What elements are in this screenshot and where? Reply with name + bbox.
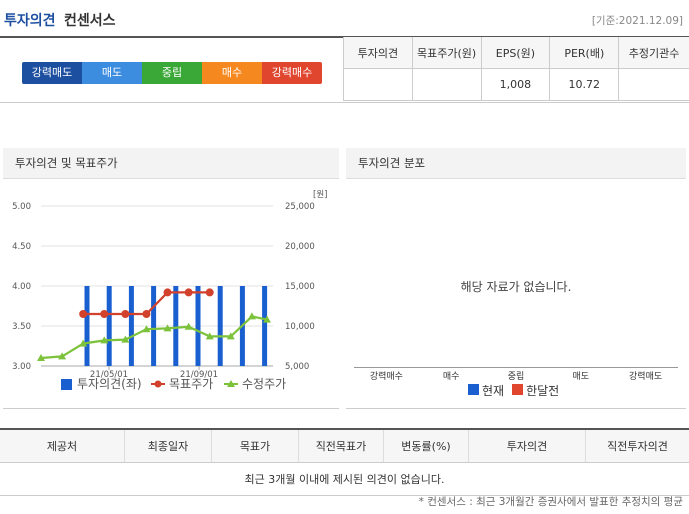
legend-price-marker	[227, 380, 235, 387]
opinion-buy: 매수	[202, 62, 262, 84]
base-date: [기준:2021.12.09]	[591, 15, 683, 27]
chart-panel-title: 투자의견 및 목표주가	[3, 148, 339, 179]
price-point	[226, 332, 235, 340]
opinion-value	[343, 68, 413, 101]
right-axis-unit: [원]	[313, 190, 327, 200]
distribution-panel: 투자의견 분포 해당 자료가 없습니다. 강력매수 매수 중립 매도 강력매도 …	[346, 148, 686, 409]
opinion-bar	[151, 286, 157, 366]
left-tick-label: 4.50	[12, 242, 31, 252]
dist-cat-sell: 매도	[572, 372, 590, 382]
hist-col-change: 변동률(%)	[383, 429, 469, 463]
legend-month-ago: 한달전	[512, 382, 559, 399]
opinion-strong-sell: 강력매도	[22, 62, 82, 84]
dist-cat-neutral: 중립	[507, 372, 525, 382]
col-eps-header: EPS(원)	[480, 37, 550, 69]
left-tick-label: 4.00	[12, 282, 31, 292]
series-line	[40, 315, 268, 360]
opinion-history-table: 제공처 최종일자 목표가 직전목표가 변동률(%) 투자의견 직전투자의견 최근…	[0, 428, 689, 496]
hist-col-opinion: 투자의견	[468, 429, 586, 463]
distribution-panel-title: 투자의견 분포	[346, 148, 686, 179]
price-point	[263, 315, 271, 323]
opinion-bar	[262, 286, 268, 366]
per-value: 10.72	[549, 68, 619, 101]
section-title: 투자의견	[4, 13, 56, 29]
price-point	[163, 324, 172, 332]
price-point	[37, 354, 45, 361]
footnote: * 컨센서스 : 최근 3개월간 증권사에서 발표한 추정치의 평균	[418, 496, 683, 508]
consensus-table: 투자의견 목표주가(원) EPS(원) PER(배) 추정기관수 1,008 1…	[343, 37, 689, 101]
hist-col-date: 최종일자	[124, 429, 212, 463]
legend-target-label: 목표주가	[169, 377, 213, 391]
price-point	[184, 322, 193, 330]
right-tick-label: 5,000	[285, 362, 309, 372]
opinion-scale-bar: 강력매도 매도 중립 매수 강력매수	[22, 62, 322, 84]
target-point	[163, 288, 172, 297]
opinion-bar	[106, 286, 112, 366]
col-opinion-header: 투자의견	[343, 37, 413, 69]
col-target-header: 목표주가(원)	[411, 37, 481, 69]
price-point	[247, 312, 256, 320]
legend-target-marker	[154, 380, 162, 388]
target-point	[205, 288, 214, 297]
target-point	[142, 310, 151, 318]
history-empty-message: 최근 3개월 이내에 제시된 의견이 없습니다.	[0, 462, 689, 496]
opinion-chart: 5.00 4.50 4.00 3.50 3.00 25,000 20,000 15,000 10…	[12, 190, 327, 391]
left-tick-label: 5.00	[12, 202, 31, 212]
target-point	[79, 310, 88, 318]
price-point	[58, 352, 67, 360]
opinion-chart-panel: 투자의견 및 목표주가 5.00 4.50 4.00 3.50 3.00 25,000 20…	[3, 148, 339, 409]
distribution-categories: 강력매수 매수 중립 매도 강력매도	[354, 369, 678, 382]
col-per-header: PER(배)	[549, 37, 619, 69]
legend-bar-label: 투자의견(좌)	[77, 377, 142, 391]
right-tick-label: 20,000	[285, 242, 315, 252]
hist-col-prev-target: 직전목표가	[298, 429, 384, 463]
dist-cat-strong-sell: 강력매도	[629, 372, 663, 382]
hist-col-provider: 제공처	[0, 429, 125, 463]
target-point	[184, 288, 193, 297]
col-count-header: 추정기관수	[618, 37, 689, 69]
x-tick-label: 21/05/01	[90, 370, 128, 380]
consensus-box	[0, 37, 689, 103]
opinion-sell: 매도	[82, 62, 142, 84]
legend-price-label: 수정주가	[242, 377, 286, 391]
opinion-bar	[217, 286, 223, 366]
hist-col-target: 목표가	[211, 429, 299, 463]
no-data-message: 해당 자료가 없습니다.	[460, 280, 572, 294]
legend-current: 현재	[468, 382, 504, 399]
price-point	[100, 336, 109, 344]
hist-col-prev-opinion: 직전투자의견	[585, 429, 689, 463]
opinion-bar	[195, 286, 201, 366]
right-tick-label: 25,000	[285, 202, 315, 212]
price-point	[142, 325, 151, 333]
price-point	[79, 339, 88, 347]
legend-bar-swatch	[61, 379, 72, 390]
target-value	[411, 68, 481, 101]
opinion-neutral: 중립	[142, 62, 202, 84]
dist-cat-strong-buy: 강력매수	[369, 372, 403, 382]
opinion-strong-buy: 강력매수	[262, 62, 322, 84]
target-point	[121, 310, 130, 318]
target-point	[100, 310, 109, 318]
dist-cat-buy: 매수	[442, 372, 460, 382]
distribution-legend: 현재 한달전	[468, 382, 559, 399]
section-subtitle: 컨센서스	[64, 13, 116, 29]
price-point	[205, 332, 214, 340]
opinion-bar	[173, 286, 179, 366]
count-value	[618, 68, 689, 101]
distribution-axis	[354, 367, 678, 368]
eps-value: 1,008	[480, 68, 550, 101]
opinion-bar	[128, 286, 134, 366]
x-tick-label: 21/09/01	[180, 370, 218, 380]
price-point	[121, 335, 130, 343]
opinion-bar	[84, 286, 90, 366]
right-tick-label: 10,000	[285, 322, 315, 332]
left-tick-label: 3.00	[12, 362, 31, 372]
left-tick-label: 3.50	[12, 322, 31, 332]
right-tick-label: 15,000	[285, 282, 315, 292]
